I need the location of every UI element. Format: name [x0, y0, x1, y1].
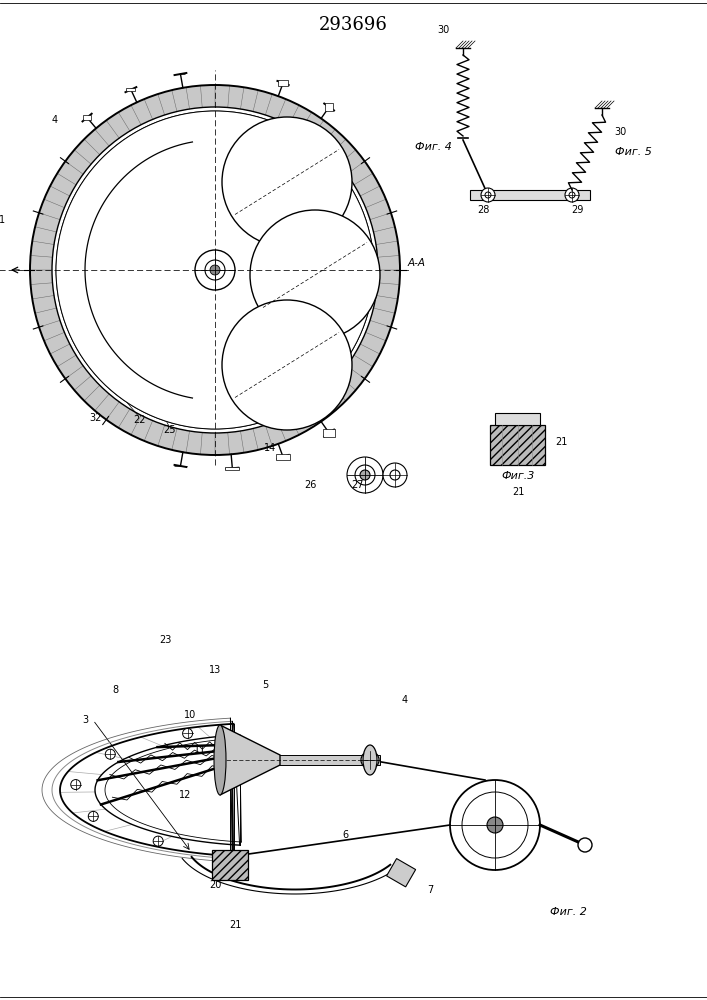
Circle shape — [462, 792, 528, 858]
Circle shape — [195, 250, 235, 290]
Ellipse shape — [363, 745, 377, 775]
Text: 20: 20 — [209, 880, 221, 890]
Text: А-А: А-А — [408, 258, 426, 268]
Circle shape — [71, 780, 81, 790]
Ellipse shape — [214, 725, 226, 795]
Text: 3: 3 — [82, 715, 88, 725]
Bar — [323, 429, 335, 437]
Bar — [83, 115, 90, 120]
Circle shape — [390, 470, 400, 480]
Text: 4: 4 — [52, 115, 58, 125]
Circle shape — [56, 111, 374, 429]
Text: 5: 5 — [262, 680, 268, 690]
Text: 13: 13 — [209, 665, 221, 675]
Text: 27: 27 — [352, 480, 364, 490]
Text: 1: 1 — [0, 215, 5, 225]
Text: Фиг.3: Фиг.3 — [501, 471, 534, 481]
Circle shape — [88, 811, 98, 821]
Text: 10: 10 — [184, 710, 196, 720]
Bar — [387, 859, 416, 887]
Text: 4: 4 — [402, 695, 408, 705]
Text: 26: 26 — [304, 480, 316, 490]
Bar — [276, 454, 290, 460]
Circle shape — [205, 260, 225, 280]
Circle shape — [210, 265, 220, 275]
Circle shape — [565, 188, 579, 202]
Text: 12: 12 — [179, 790, 191, 800]
Circle shape — [487, 817, 503, 833]
Circle shape — [222, 300, 352, 430]
Bar — [279, 80, 288, 86]
Circle shape — [383, 463, 407, 487]
Circle shape — [450, 780, 540, 870]
Text: 22: 22 — [134, 415, 146, 425]
Text: 25: 25 — [164, 425, 176, 435]
Circle shape — [355, 465, 375, 485]
Text: 21: 21 — [512, 487, 524, 497]
Bar — [470, 190, 590, 200]
Text: Фиг. 4: Фиг. 4 — [415, 142, 452, 152]
Text: 28: 28 — [477, 205, 489, 215]
Text: 6: 6 — [342, 830, 348, 840]
Circle shape — [578, 838, 592, 852]
Text: 8: 8 — [112, 685, 118, 695]
Bar — [212, 850, 248, 880]
Text: 30: 30 — [614, 127, 626, 137]
Circle shape — [250, 210, 380, 340]
Circle shape — [182, 728, 192, 738]
Text: 21: 21 — [555, 437, 568, 447]
Text: Фиг. 2: Фиг. 2 — [550, 907, 587, 917]
Polygon shape — [220, 725, 280, 795]
Circle shape — [569, 192, 575, 198]
Text: 7: 7 — [427, 885, 433, 895]
Bar — [220, 755, 380, 765]
Bar — [226, 467, 240, 470]
Bar — [490, 425, 545, 465]
Text: 32: 32 — [89, 413, 101, 423]
Text: 23: 23 — [159, 635, 171, 645]
Circle shape — [485, 192, 491, 198]
Text: 29: 29 — [571, 205, 583, 215]
Circle shape — [153, 836, 163, 846]
Text: 293696: 293696 — [319, 16, 387, 34]
Bar — [495, 413, 540, 425]
Circle shape — [361, 751, 379, 769]
Text: 11: 11 — [194, 745, 206, 755]
Circle shape — [222, 117, 352, 247]
Bar — [127, 88, 135, 91]
Circle shape — [105, 749, 115, 759]
Text: 30: 30 — [437, 25, 449, 35]
Text: 21: 21 — [229, 920, 241, 930]
Bar — [325, 103, 333, 111]
Circle shape — [347, 457, 383, 493]
Text: Фиг. 5: Фиг. 5 — [615, 147, 652, 157]
Text: 14: 14 — [264, 443, 276, 453]
Circle shape — [481, 188, 495, 202]
Circle shape — [360, 470, 370, 480]
